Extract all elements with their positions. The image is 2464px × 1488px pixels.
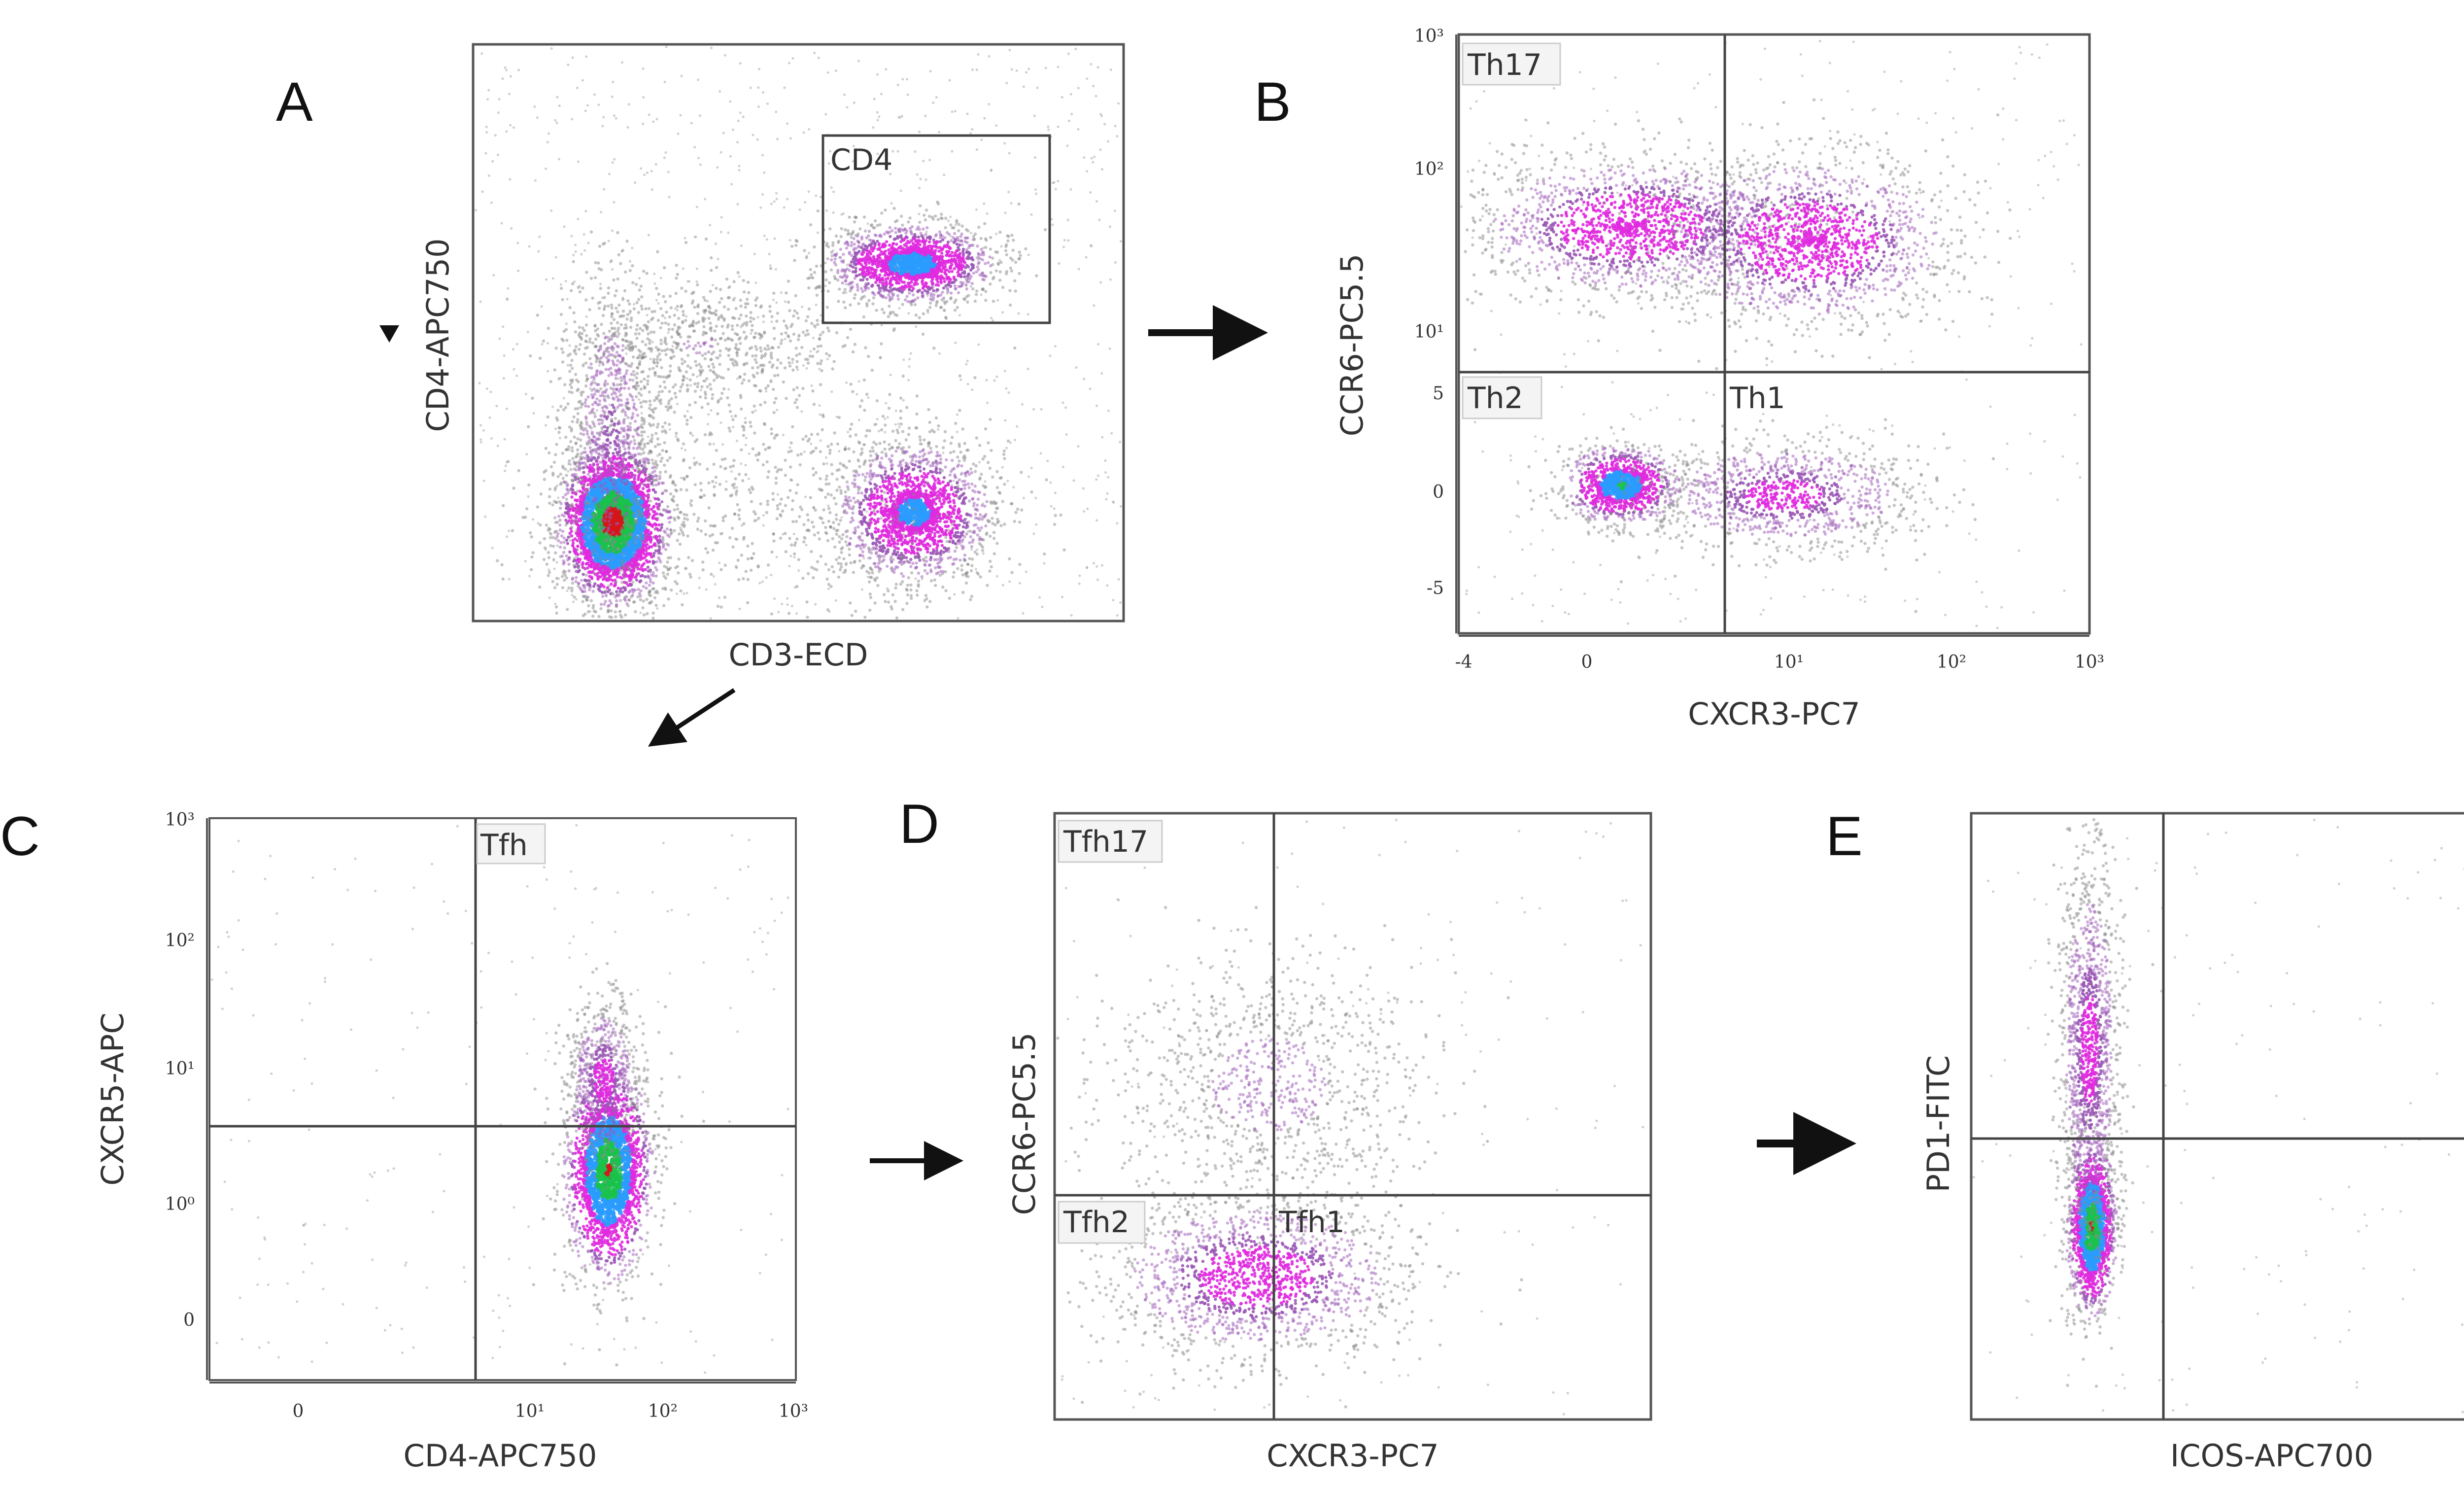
panel-c-y-tick: 0 <box>183 1310 195 1330</box>
panel-b-plot-frame <box>1459 35 2089 633</box>
panel-d-gate-tfh2: Tfh2 <box>1063 1205 1129 1240</box>
panel-c-x-tick: 10¹ <box>515 1401 545 1421</box>
panel-b-x-tick: 0 <box>1581 652 1593 672</box>
panel-c: C Tfh 0 10¹ 10² 10³ 10³ 10² 10¹ 10⁰ 0 CD… <box>0 805 808 1474</box>
panel-b-y-tick: 10¹ <box>1414 322 1444 342</box>
panel-d: D Tfh17 Tfh2 Tfh1 CXCR3-PC7 CCR6-PC5.5 <box>899 793 1651 1474</box>
panel-c-y-tick: 10¹ <box>165 1059 195 1079</box>
panel-c-letter: C <box>0 805 40 867</box>
panel-c-x-tick: 10² <box>648 1401 678 1421</box>
panel-c-y-tick: 10² <box>165 931 195 951</box>
panel-a-letter: A <box>276 71 313 133</box>
panel-b-x-tick: -4 <box>1455 652 1472 672</box>
panel-b-y-tick: 5 <box>1433 383 1444 404</box>
panel-b-x-tick: 10³ <box>2075 652 2104 672</box>
panel-d-gate-tfh1: Tfh1 <box>1278 1205 1345 1240</box>
panel-e-plot-frame <box>1971 813 2464 1419</box>
panel-b-y-tick: 10³ <box>1414 26 1444 46</box>
panel-e-x-axis-title: ICOS-APC700 <box>2170 1438 2373 1474</box>
panel-c-gate-tfh: Tfh <box>480 828 528 863</box>
panel-c-x-tick: 0 <box>293 1401 304 1421</box>
panel-c-x-axis: 0 10¹ 10² 10³ <box>209 1383 808 1421</box>
panel-c-y-axis-title: CXCR5-APC <box>95 1012 131 1185</box>
panel-e-y-axis-title: PD1-FITC <box>1920 1055 1956 1192</box>
panel-d-gate-tfh17: Tfh17 <box>1063 825 1148 859</box>
panel-b-letter: B <box>1254 71 1291 133</box>
panel-c-y-tick: 10⁰ <box>165 1194 195 1214</box>
panel-c-y-axis: 10³ 10² 10¹ 10⁰ 0 <box>165 810 207 1380</box>
panel-b-x-tick: 10¹ <box>1774 652 1804 672</box>
panel-a: A CD4 CD3-ECD CD4-APC750 <box>276 44 1124 673</box>
panel-b: B Th17 Th2 Th1 -4 0 10¹ 10² 10³ 10³ 10² … <box>1254 26 2104 732</box>
panel-e-letter: E <box>1826 805 1863 867</box>
panel-d-plot-frame <box>1055 813 1651 1419</box>
panel-c-y-tick: 10³ <box>165 810 195 830</box>
panel-a-y-axis-caret-icon <box>379 325 399 343</box>
panel-b-y-tick: 10² <box>1414 159 1444 179</box>
panel-d-letter: D <box>899 793 939 855</box>
panel-b-x-axis: -4 0 10¹ 10² 10³ <box>1455 636 2104 672</box>
panel-c-x-axis-title: CD4-APC750 <box>404 1438 597 1474</box>
panel-b-y-tick: 0 <box>1433 482 1444 502</box>
panel-a-y-axis-title: CD4-APC750 <box>420 239 456 432</box>
panel-b-gate-th2: Th2 <box>1467 381 1523 415</box>
panel-b-x-tick: 10² <box>1937 652 1966 672</box>
panel-d-x-axis-title: CXCR3-PC7 <box>1266 1438 1439 1474</box>
panel-b-y-axis-title: CCR6-PC5.5 <box>1334 254 1370 437</box>
panel-b-gate-th1: Th1 <box>1729 381 1785 415</box>
panel-a-gate-cd4: CD4 <box>830 143 892 177</box>
panel-b-x-axis-title: CXCR3-PC7 <box>1688 696 1860 732</box>
panel-e: E ICOS-APC700 PD1-FITC <box>1826 805 2464 1474</box>
panel-b-y-tick: -5 <box>1427 578 1444 598</box>
panel-c-x-tick: 10³ <box>779 1401 808 1421</box>
arrow-a-to-c <box>655 690 734 742</box>
panel-d-y-axis-title: CCR6-PC5.5 <box>1006 1033 1042 1215</box>
panel-a-x-axis-title: CD3-ECD <box>728 637 868 673</box>
panel-b-y-axis: 10³ 10² 10¹ 5 0 -5 <box>1414 26 1456 633</box>
panel-b-gate-th17: Th17 <box>1467 48 1542 82</box>
panel-c-plot-frame <box>209 818 796 1380</box>
